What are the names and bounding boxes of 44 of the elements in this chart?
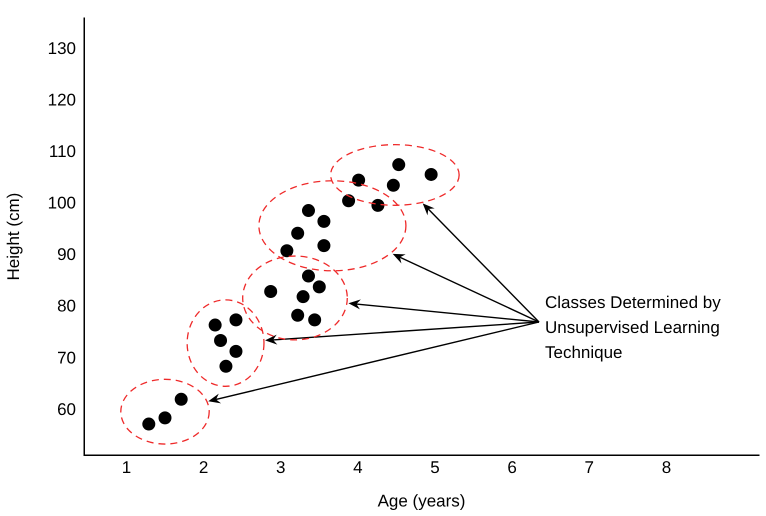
annotation: Classes Determined by Unsupervised Learning Technique [545, 292, 722, 364]
point [308, 313, 322, 326]
y-tick-label: 80 [57, 296, 76, 316]
point [291, 308, 304, 322]
x-tick-label: 1 [122, 458, 132, 477]
point [296, 290, 310, 304]
point [352, 174, 366, 187]
point [229, 344, 242, 358]
point [302, 204, 315, 218]
x-tick-label: 2 [198, 458, 208, 477]
point [142, 418, 156, 431]
point [214, 334, 228, 348]
point [208, 318, 222, 332]
y-tick-label: 90 [57, 245, 76, 264]
x-tick-label: 7 [584, 458, 594, 477]
y-tick-label: 60 [57, 400, 76, 419]
point [424, 168, 438, 181]
point [280, 244, 294, 258]
y-tick-label: 130 [48, 38, 76, 58]
point [219, 360, 232, 373]
point [302, 270, 315, 283]
y-tick-label: 100 [48, 194, 76, 213]
point [371, 198, 384, 212]
point [317, 239, 330, 252]
point [291, 226, 304, 240]
point [158, 411, 172, 424]
point [229, 313, 242, 326]
x-tick-label: 6 [507, 458, 517, 477]
point [312, 280, 326, 294]
y-tick-label: 110 [48, 142, 76, 161]
y-axis-title: Height (cm) [4, 192, 23, 281]
x-tick-label: 4 [353, 458, 363, 477]
point [386, 178, 400, 192]
point [264, 285, 278, 298]
point [317, 214, 330, 228]
x-axis-title: Age (years) [378, 491, 466, 510]
y-tick-label: 70 [57, 348, 76, 368]
x-tick-label: 5 [430, 458, 440, 477]
point [174, 392, 188, 406]
point [392, 158, 406, 172]
x-tick-label: 3 [276, 458, 286, 477]
point [342, 194, 356, 208]
y-tick-label: 120 [48, 90, 76, 110]
x-tick-label: 8 [662, 458, 672, 477]
